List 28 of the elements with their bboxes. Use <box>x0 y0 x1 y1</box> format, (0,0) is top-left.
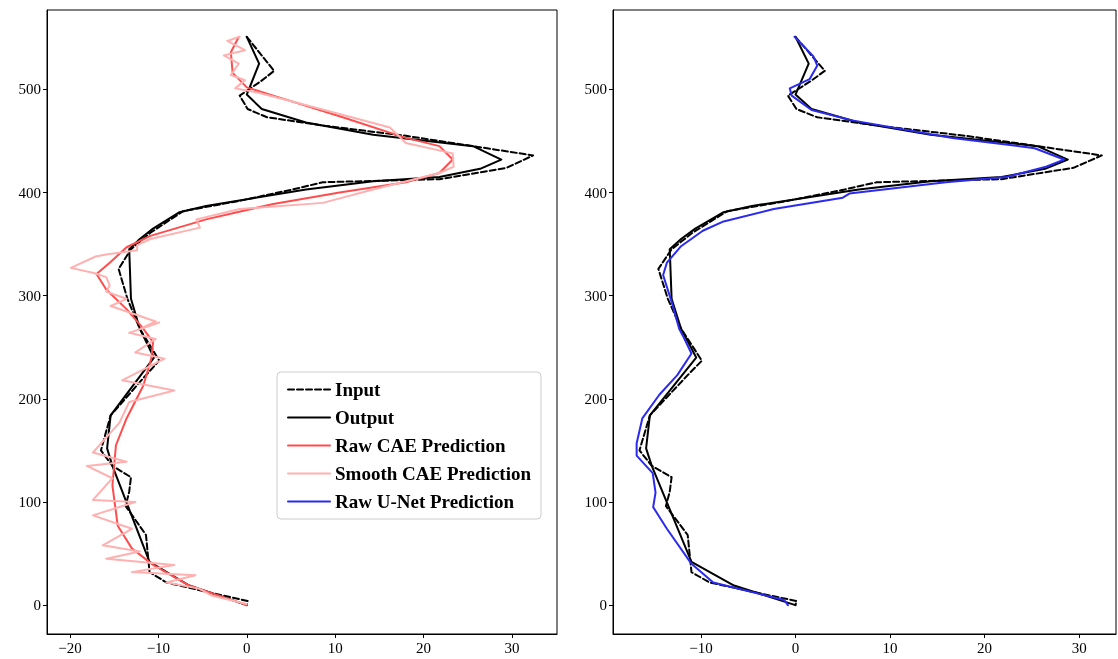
x-tick-label: −20 <box>58 639 82 656</box>
y-tick-label: 400 <box>584 184 607 201</box>
x-tick-label: −10 <box>689 639 713 656</box>
y-tick-label: 100 <box>18 493 41 510</box>
y-tick-label: 200 <box>584 390 607 407</box>
y-tick-label: 100 <box>584 493 607 510</box>
y-tick-label: 0 <box>33 597 41 614</box>
x-tick-label: 30 <box>1071 639 1087 656</box>
x-tick-label: 0 <box>791 639 800 656</box>
x-tick-label: −10 <box>146 639 171 656</box>
y-tick-label: 500 <box>584 81 607 98</box>
legend-label: Raw CAE Prediction <box>335 435 507 456</box>
legend-label: Output <box>335 407 395 428</box>
legend-label: Input <box>335 379 382 400</box>
x-tick-label: 10 <box>882 639 898 656</box>
legend-label: Raw U-Net Prediction <box>335 491 515 512</box>
y-tick-label: 200 <box>18 390 41 407</box>
y-tick-label: 0 <box>599 597 607 614</box>
x-tick-label: 30 <box>504 639 520 656</box>
x-tick-label: 20 <box>416 639 432 656</box>
x-tick-label: 20 <box>977 639 993 656</box>
y-tick-label: 500 <box>18 81 41 98</box>
legend-label: Smooth CAE Prediction <box>335 463 532 484</box>
y-tick-label: 300 <box>18 287 41 304</box>
y-tick-label: 300 <box>584 287 607 304</box>
x-tick-label: 0 <box>243 639 251 656</box>
y-tick-label: 400 <box>18 184 41 201</box>
x-tick-label: 10 <box>327 639 343 656</box>
